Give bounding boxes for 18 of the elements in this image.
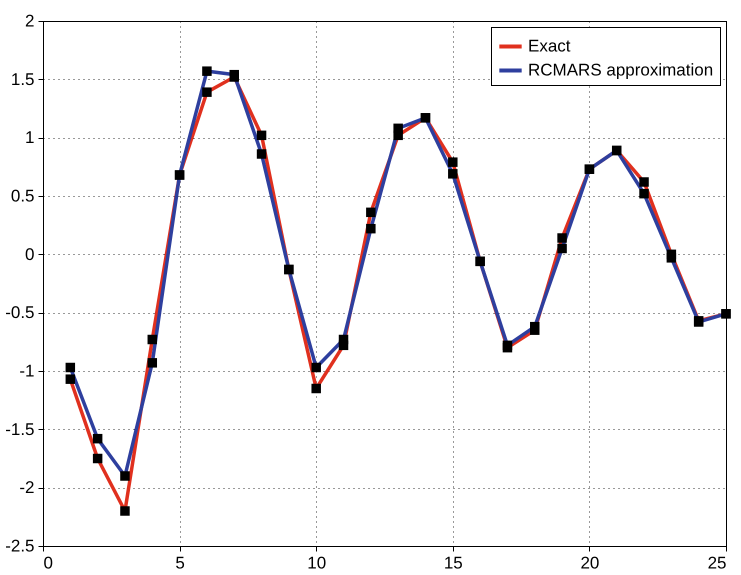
y-tick-label: 1.5 (10, 70, 34, 89)
y-tick-label: -1 (19, 362, 34, 380)
x-tick-label: 5 (175, 554, 185, 572)
y-tick-label: 1 (25, 128, 34, 148)
x-tick-label: 25 (708, 554, 726, 572)
y-tick-label: -2 (19, 478, 34, 498)
y-tick-label: 2 (25, 12, 34, 30)
y-tick-label: -1.5 (5, 420, 34, 439)
y-tick-label: -0.5 (5, 303, 34, 322)
y-tick-label: 0.5 (10, 186, 34, 206)
x-tick-label: 10 (307, 554, 326, 572)
y-tick-label: 0 (25, 244, 34, 264)
y-tick-label: -2.5 (5, 536, 34, 556)
x-tick-label: 15 (444, 554, 463, 572)
legend-label: Exact (528, 36, 571, 56)
x-tick-label: 20 (580, 554, 600, 572)
x-tick-label: 0 (44, 554, 53, 572)
legend-label: RCMARS approximation (528, 60, 714, 80)
